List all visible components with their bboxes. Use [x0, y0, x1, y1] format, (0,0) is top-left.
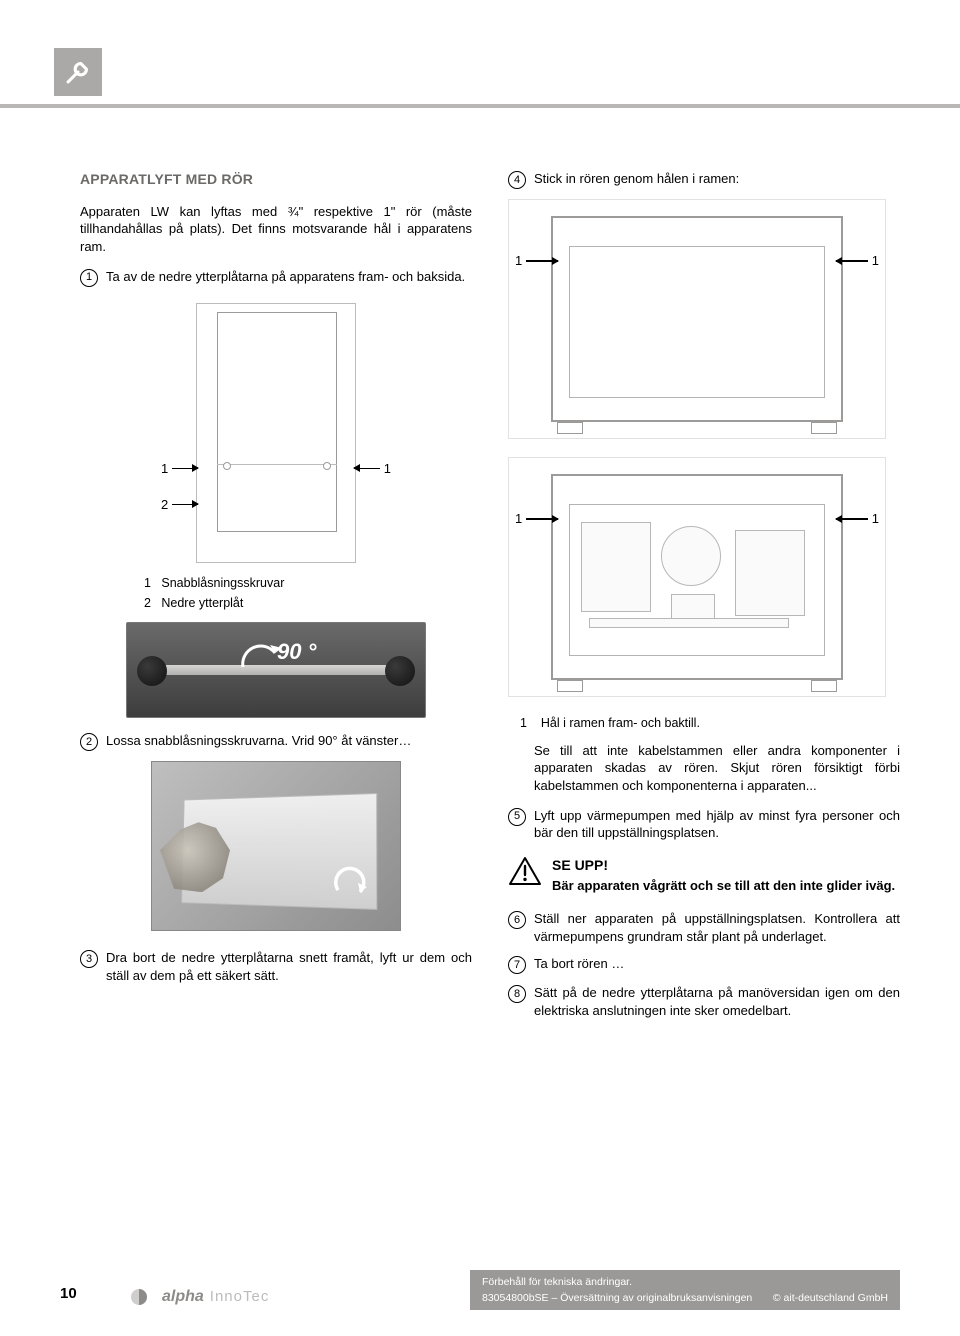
step-number: 6 [508, 911, 526, 929]
step-3: 3 Dra bort de nedre ytterplåtarna snett … [80, 949, 472, 984]
footer-copyright: © ait-deutschland GmbH [773, 1291, 888, 1305]
warning-icon [508, 856, 542, 886]
info-paragraph: Se till att inte kabelstammen eller andr… [534, 742, 900, 795]
legend-row: 1 Snabblåsningsskruvar [144, 575, 472, 592]
intro-paragraph: Apparaten LW kan lyftas med ¾" respektiv… [80, 203, 472, 256]
left-column: APPARATLYFT MED RÖR Apparaten LW kan lyf… [80, 170, 472, 1029]
legend-row: 2 Nedre ytterplåt [144, 595, 472, 612]
step-number: 7 [508, 956, 526, 974]
diagram-label: 1 [872, 510, 879, 528]
screw-photo: 90 ° [126, 622, 426, 718]
diagram-label: 1 [872, 252, 879, 270]
step-1: 1 Ta av de nedre ytterplåtarna på appara… [80, 268, 472, 287]
diagram-label: 1 [161, 460, 168, 478]
step-number: 8 [508, 985, 526, 1003]
section-title: APPARATLYFT MED RÖR [80, 170, 472, 189]
page-number: 10 [60, 1284, 77, 1304]
warning-box: SE UPP! Bär apparaten vågrätt och se til… [508, 856, 900, 894]
unit-diagram-top: 1 1 [508, 199, 886, 439]
step-number: 4 [508, 171, 526, 189]
step-text: Ta bort rören … [534, 955, 900, 973]
wrench-icon [61, 55, 95, 89]
step-8: 8 Sätt på de nedre ytterplåtarna på manö… [508, 984, 900, 1019]
step-7: 7 Ta bort rören … [508, 955, 900, 974]
page-body: APPARATLYFT MED RÖR Apparaten LW kan lyf… [80, 170, 900, 1029]
step-text: Lyft upp värmepumpen med hjälp av minst … [534, 807, 900, 842]
step-5: 5 Lyft upp värmepumpen med hjälp av mins… [508, 807, 900, 842]
remove-panel-photo [151, 761, 401, 931]
step-number: 2 [80, 733, 98, 751]
header-tool-icon [54, 48, 102, 96]
diagram-label: 1 [515, 510, 522, 528]
unit-diagram-bottom: 1 1 [508, 457, 886, 697]
step-number: 1 [80, 269, 98, 287]
diagram-label: 1 [384, 460, 391, 478]
step-text: Stick in rören genom hålen i ramen: [534, 170, 900, 188]
rotate-arrow-icon [330, 860, 370, 900]
warning-heading: SE UPP! [552, 856, 895, 875]
footer-doc-id: 83054800bSE – Översättning av originalbr… [482, 1291, 752, 1305]
step-number: 5 [508, 808, 526, 826]
step-number: 3 [80, 950, 98, 968]
step-6: 6 Ställ ner apparaten på uppställningspl… [508, 910, 900, 945]
warning-body: Bär apparaten vågrätt och se till att de… [552, 877, 895, 895]
rotate-arrow-icon [237, 641, 281, 671]
right-column: 4 Stick in rören genom hålen i ramen: 1 … [508, 170, 900, 1029]
ninety-label: 90 ° [277, 637, 316, 667]
diagram-label: 1 [515, 252, 522, 270]
step-text: Lossa snabblåsningsskruvarna. Vrid 90° å… [106, 732, 472, 750]
step-text: Ta av de nedre ytterplåtarna på apparate… [106, 268, 472, 286]
footer-info-box: Förbehåll för tekniska ändringar. 830548… [470, 1270, 900, 1310]
step-4: 4 Stick in rören genom hålen i ramen: [508, 170, 900, 189]
step-text: Sätt på de nedre ytterplåtarna på manöve… [534, 984, 900, 1019]
diagram-label: 2 [161, 496, 168, 514]
step-text: Dra bort de nedre ytterplåtarna snett fr… [106, 949, 472, 984]
panel-diagram: 1 1 2 [196, 303, 356, 563]
footer-line1: Förbehåll för tekniska ändringar. [482, 1275, 888, 1289]
step-2: 2 Lossa snabblåsningsskruvarna. Vrid 90°… [80, 732, 472, 751]
step-text: Ställ ner apparaten på uppställningsplat… [534, 910, 900, 945]
brand-logo: alpha InnoTec [130, 1286, 269, 1308]
page-footer: 10 alpha InnoTec Förbehåll för tekniska … [0, 1266, 960, 1310]
diagram-caption: 1 Hål i ramen fram- och baktill. [520, 715, 900, 732]
logo-icon [130, 1286, 156, 1308]
header-divider [0, 104, 960, 108]
